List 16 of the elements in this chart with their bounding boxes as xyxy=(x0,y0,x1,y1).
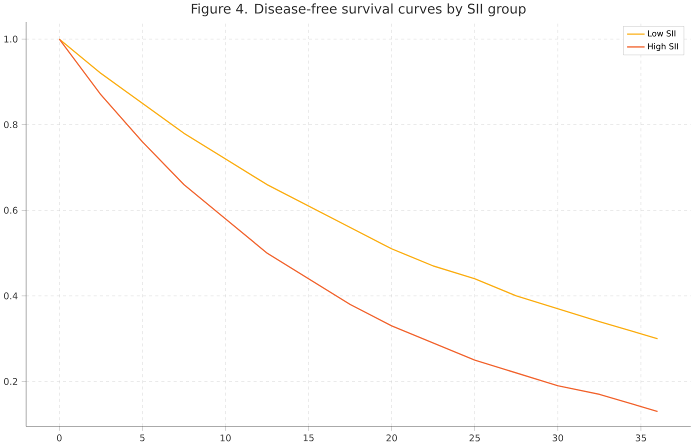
x-tick-label: 0 xyxy=(56,434,62,442)
x-tick-label: 30 xyxy=(552,434,564,442)
y-tick-label: 0.6 xyxy=(4,206,18,214)
y-tick-label: 0.8 xyxy=(4,121,18,128)
x-tick-label: 5 xyxy=(140,434,145,442)
y-tick-label: 1.0 xyxy=(4,36,18,43)
legend-label: Low SII xyxy=(648,30,676,37)
legend-label: High SII xyxy=(648,43,678,52)
x-tick-label: 25 xyxy=(470,434,480,442)
x-tick-label: 15 xyxy=(304,434,314,442)
x-tick-label: 10 xyxy=(220,434,231,442)
x-tick-label: 35 xyxy=(636,434,646,442)
chart-title: Figure 4. Disease-free survival curves by SII group xyxy=(192,3,526,16)
y-tick-label: 0.2 xyxy=(4,378,18,386)
x-tick-label: 20 xyxy=(386,434,397,442)
y-tick-label: 0.4 xyxy=(4,292,18,300)
